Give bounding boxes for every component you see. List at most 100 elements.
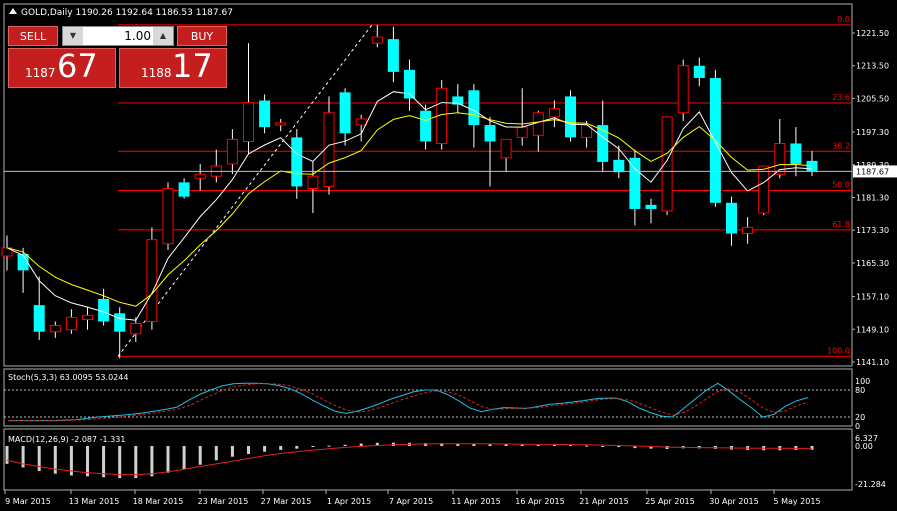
time-axis-label: 25 Apr 2015 bbox=[645, 497, 694, 506]
macd-histogram-bar bbox=[230, 446, 234, 457]
stoch-axis-label: 80 bbox=[855, 386, 865, 395]
sell-button[interactable]: SELL bbox=[8, 26, 58, 46]
candle[interactable] bbox=[323, 112, 335, 187]
macd-histogram-bar bbox=[150, 446, 154, 477]
time-axis-label: 21 Apr 2015 bbox=[579, 497, 628, 506]
current-price-label: 1187.67 bbox=[856, 167, 889, 176]
candle[interactable] bbox=[420, 110, 432, 142]
macd-histogram-bar bbox=[118, 446, 122, 479]
time-axis-label: 27 Mar 2015 bbox=[261, 497, 312, 506]
candle[interactable] bbox=[33, 305, 45, 332]
macd-title: MACD(12,26,9) -2.087 -1.331 bbox=[8, 435, 125, 444]
candle[interactable] bbox=[565, 96, 576, 138]
macd-histogram-bar bbox=[182, 446, 186, 470]
candle[interactable] bbox=[548, 108, 560, 118]
candle[interactable] bbox=[693, 65, 705, 79]
candle[interactable] bbox=[82, 314, 93, 320]
price-axis-label: 1221.50 bbox=[856, 29, 889, 38]
price-axis-label: 1205.50 bbox=[856, 94, 889, 103]
buy-price-button[interactable]: 1188 17 bbox=[119, 47, 227, 88]
macd-histogram-bar bbox=[456, 443, 460, 446]
macd-histogram-bar bbox=[504, 444, 508, 446]
candle[interactable] bbox=[742, 226, 754, 235]
lot-size-field[interactable]: ▼ ▲ bbox=[62, 26, 174, 46]
candle[interactable] bbox=[774, 142, 786, 175]
sell-price-button[interactable]: 1187 67 bbox=[8, 47, 116, 88]
one-click-trading-panel: SELL ▼ ▲ BUY 1187 67 1188 17 bbox=[8, 24, 227, 88]
macd-axis-label: 6.327 bbox=[855, 434, 878, 443]
candle[interactable] bbox=[806, 160, 818, 172]
candle[interactable] bbox=[355, 118, 367, 126]
candle[interactable] bbox=[452, 96, 464, 105]
ma-fast-line bbox=[6, 91, 813, 321]
candle[interactable] bbox=[339, 92, 351, 134]
macd-histogram-bar bbox=[311, 446, 315, 447]
fib-level-label: 50.0 bbox=[832, 181, 850, 190]
price-axis-label: 1189.30 bbox=[856, 161, 889, 170]
candle[interactable] bbox=[404, 69, 415, 99]
time-axis-label: 30 Apr 2015 bbox=[709, 497, 758, 506]
time-axis-label: 16 Apr 2015 bbox=[515, 497, 564, 506]
macd-histogram-bar bbox=[633, 446, 637, 449]
candle[interactable] bbox=[500, 138, 512, 159]
macd-histogram-bar bbox=[810, 446, 814, 450]
fib-level-label: 0.0 bbox=[837, 15, 850, 24]
macd-histogram-bar bbox=[327, 445, 331, 447]
lot-size-input[interactable] bbox=[85, 28, 151, 44]
price-axis-label: 1181.30 bbox=[856, 194, 889, 203]
candle[interactable] bbox=[307, 175, 319, 189]
macd-histogram-bar bbox=[295, 446, 299, 449]
increase-lot-icon[interactable]: ▲ bbox=[153, 27, 173, 45]
macd-histogram-bar bbox=[488, 444, 492, 446]
candle[interactable] bbox=[645, 204, 657, 209]
bid-price-prefix: 1187 bbox=[25, 66, 56, 80]
collapse-arrow-icon[interactable] bbox=[9, 8, 17, 14]
candle[interactable] bbox=[677, 65, 689, 114]
macd-histogram-bar bbox=[53, 446, 57, 474]
macd-histogram-bar bbox=[424, 443, 428, 446]
candle[interactable] bbox=[516, 126, 528, 138]
candle[interactable] bbox=[484, 125, 496, 142]
candle[interactable] bbox=[49, 325, 61, 333]
macd-axis-label: 0.00 bbox=[855, 442, 873, 451]
candle[interactable] bbox=[726, 202, 737, 234]
candle[interactable] bbox=[661, 116, 673, 212]
candle[interactable] bbox=[194, 173, 206, 179]
candle[interactable] bbox=[114, 313, 126, 332]
candle[interactable] bbox=[275, 122, 287, 126]
candle[interactable] bbox=[17, 253, 29, 271]
candle[interactable] bbox=[146, 239, 158, 322]
time-axis-label: 7 Apr 2015 bbox=[389, 497, 433, 506]
candle[interactable] bbox=[532, 112, 544, 136]
candle[interactable] bbox=[226, 138, 238, 165]
candle[interactable] bbox=[130, 323, 142, 335]
candle[interactable] bbox=[597, 125, 609, 162]
candle[interactable] bbox=[291, 137, 303, 187]
candle[interactable] bbox=[98, 298, 110, 322]
candle[interactable] bbox=[790, 143, 802, 164]
buy-button[interactable]: BUY bbox=[177, 26, 227, 46]
candle[interactable] bbox=[243, 102, 254, 142]
decrease-lot-icon[interactable]: ▼ bbox=[63, 27, 83, 45]
fib-level-label: 61.8 bbox=[832, 220, 850, 229]
macd-histogram-bar bbox=[69, 446, 73, 476]
candle[interactable] bbox=[468, 90, 480, 126]
candle[interactable] bbox=[758, 165, 770, 214]
candle[interactable] bbox=[613, 159, 625, 173]
fib-level-label: 23.6 bbox=[832, 93, 850, 102]
price-panel[interactable]: 0.0 23.6 38.2 50.0 61.8 100.0 1221.50 1213.50 12… bbox=[1, 3, 897, 367]
candle[interactable] bbox=[629, 157, 641, 209]
candle[interactable] bbox=[178, 182, 190, 197]
ma-slow-line bbox=[6, 112, 813, 307]
candle[interactable] bbox=[65, 316, 77, 331]
candle[interactable] bbox=[387, 39, 399, 72]
macd-histogram-bar bbox=[649, 446, 653, 449]
stoch-signal-line bbox=[8, 383, 809, 422]
macd-histogram-bar bbox=[343, 444, 347, 446]
candle[interactable] bbox=[259, 100, 271, 128]
candle[interactable] bbox=[162, 187, 174, 245]
candle[interactable] bbox=[371, 36, 383, 44]
